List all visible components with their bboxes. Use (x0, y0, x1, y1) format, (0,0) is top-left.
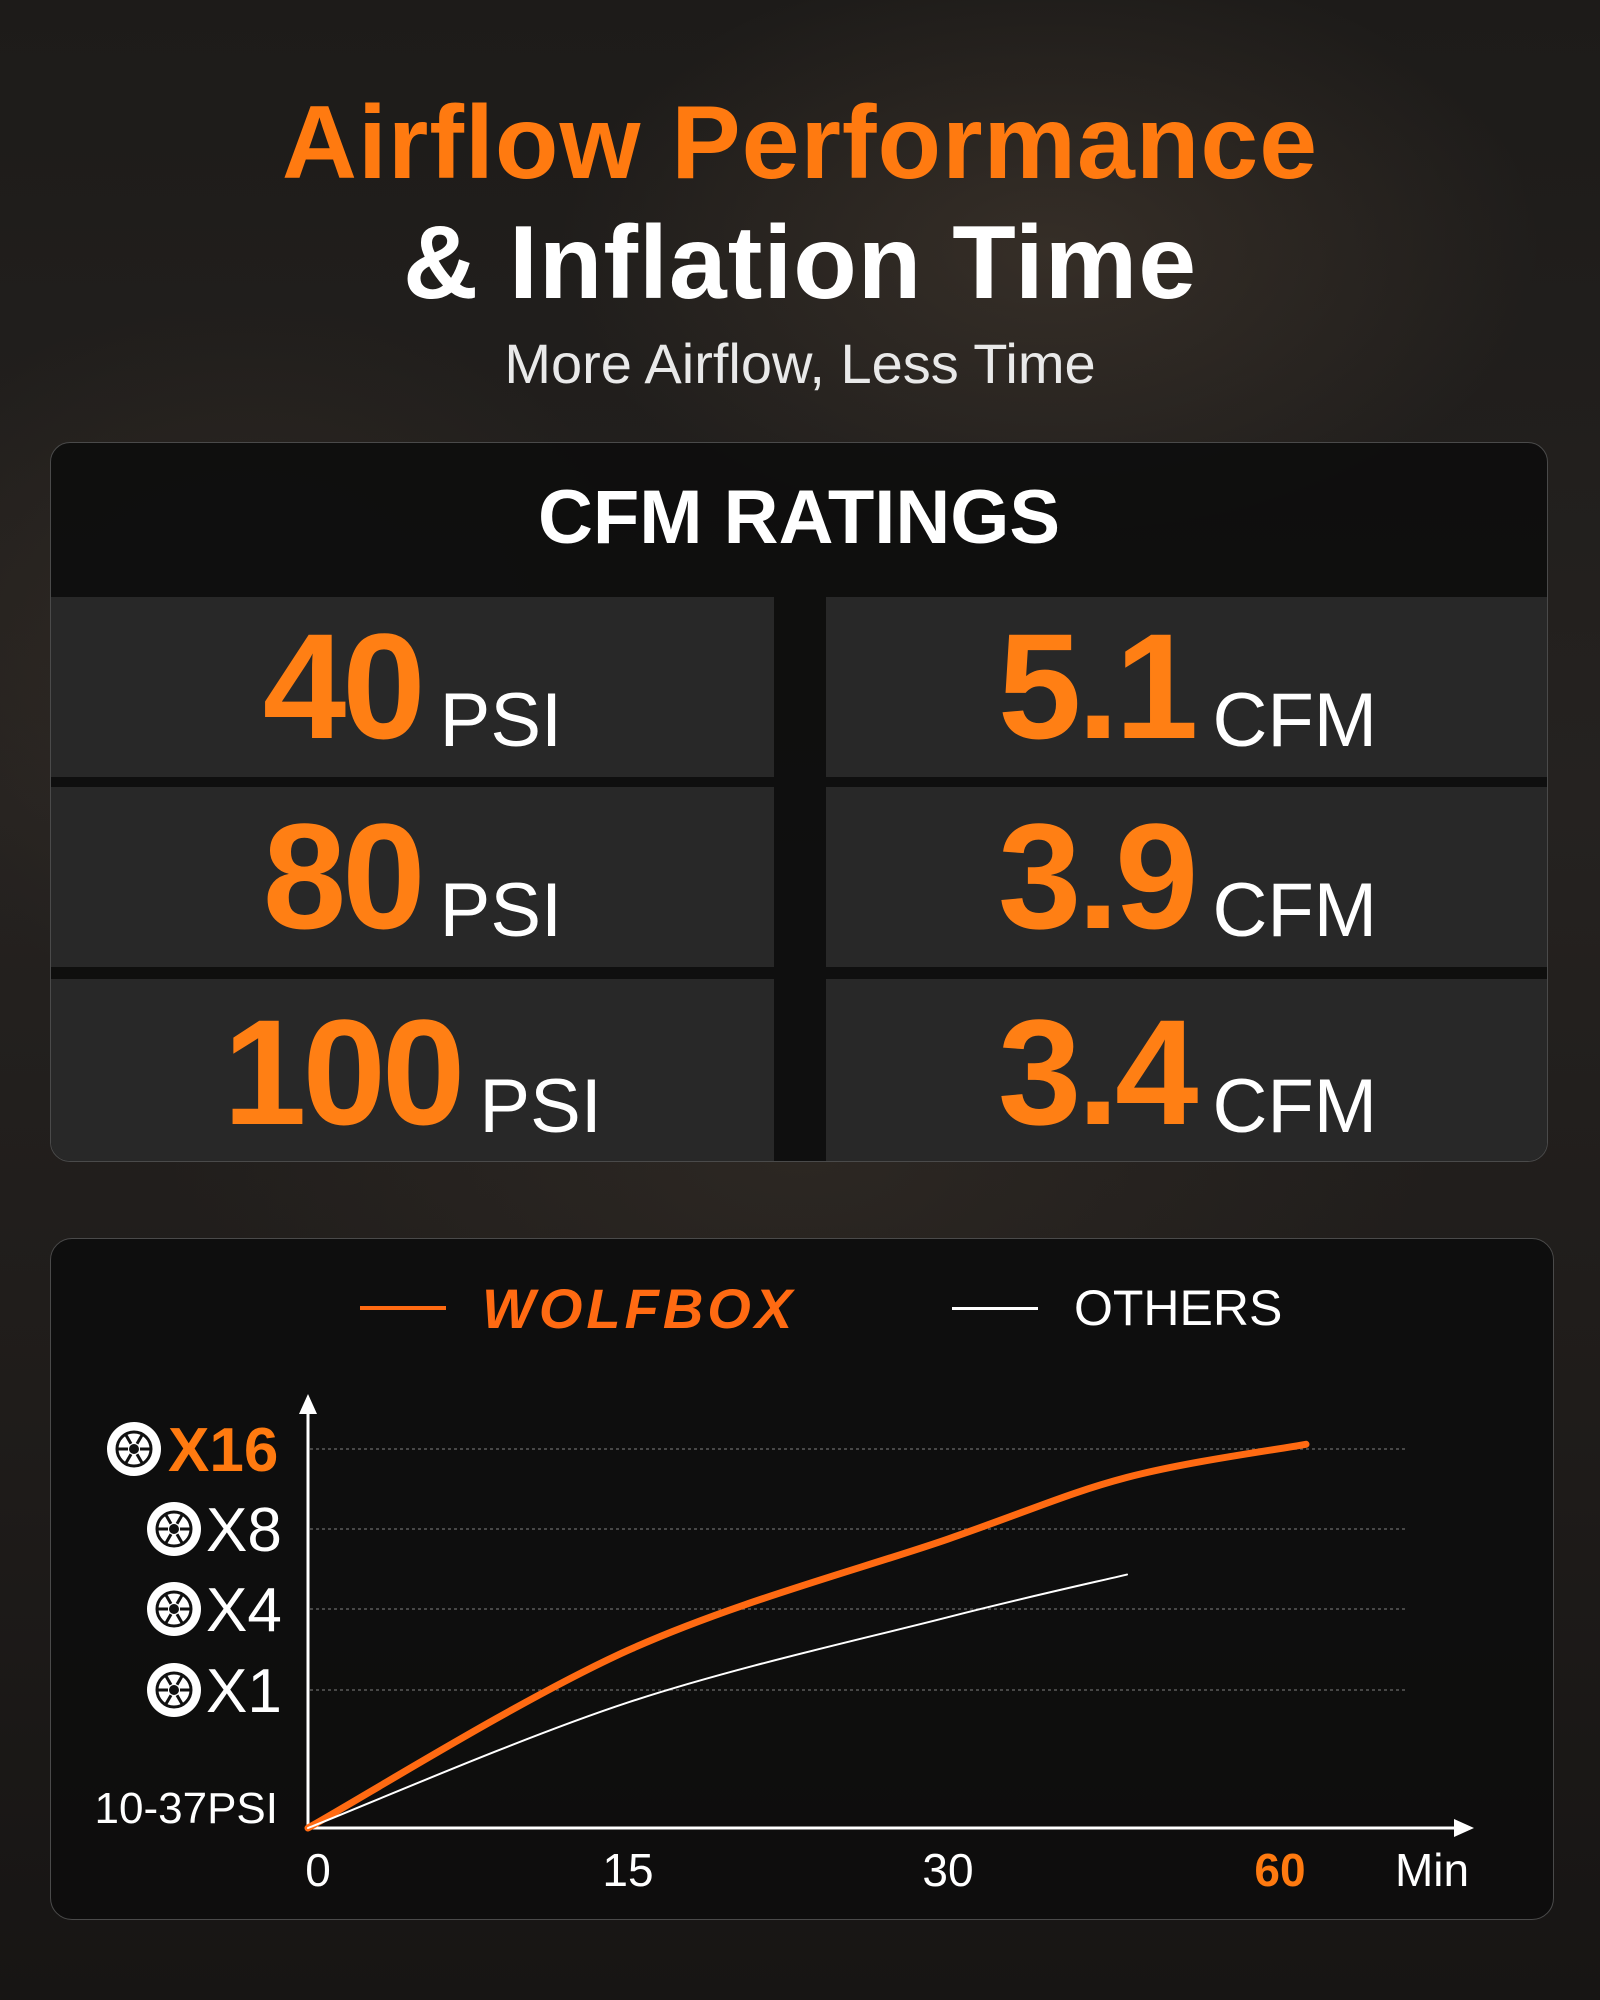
cfm-cell-5-1: 5.1 CFM (826, 597, 1547, 777)
cfm-value: 3.9 (997, 792, 1199, 960)
series-line-others (307, 1573, 1128, 1829)
cfm-unit: CFM (1212, 868, 1378, 953)
cfm-ratings-panel: CFM RATINGS 40 PSI 5.1 CFM 80 PSI 3.9 CF… (50, 442, 1548, 1162)
x-tick-label: 15 (602, 1844, 653, 1896)
tire-icon (147, 1502, 201, 1556)
psi-unit: PSI (439, 868, 563, 953)
cfm-ratings-title: CFM RATINGS (537, 475, 1061, 560)
psi-value: 100 (223, 988, 465, 1156)
tire-icon (147, 1582, 201, 1636)
series-line-wolfbox (304, 1440, 1310, 1832)
y-tick-label: X8 (206, 1496, 282, 1565)
legend-others-swatch (952, 1306, 1038, 1310)
page-subtitle: More Airflow, Less Time (504, 332, 1096, 395)
y-axis-arrow (299, 1394, 317, 1414)
psi-cell-40: 40 PSI (51, 597, 774, 777)
psi-unit: PSI (439, 678, 563, 763)
psi-cell-80: 80 PSI (51, 787, 774, 967)
x-tick-label: 0 (305, 1844, 331, 1896)
tire-icon (107, 1422, 161, 1476)
page-title-line1: Airflow Performance (281, 85, 1319, 201)
legend-others-label: OTHERS (1074, 1280, 1283, 1336)
y-tick-label: X16 (168, 1416, 278, 1485)
x-axis-arrow (1454, 1819, 1474, 1837)
legend-wolfbox-swatch (360, 1306, 446, 1310)
cfm-value: 5.1 (997, 602, 1199, 770)
page-title-line2: & Inflation Time (402, 205, 1198, 321)
legend-wolfbox-label: WOLFBOX (482, 1276, 797, 1340)
x-tick-label: 60 (1254, 1844, 1305, 1896)
y-tick-label: X4 (206, 1576, 282, 1645)
cfm-value: 3.4 (997, 988, 1199, 1156)
tire-icon (147, 1663, 201, 1717)
cfm-unit: CFM (1212, 678, 1378, 763)
inflation-chart-panel (50, 1238, 1554, 1920)
psi-value: 40 (262, 602, 426, 770)
psi-unit: PSI (479, 1064, 602, 1149)
y-tick-label: X1 (206, 1657, 282, 1726)
psi-cell-100: 100 PSI (51, 979, 774, 1161)
legend-others: OTHERS (952, 1278, 1282, 1338)
y-tick-label: 10-37PSI (95, 1784, 278, 1833)
cfm-unit: CFM (1212, 1064, 1378, 1149)
cfm-cell-3-9: 3.9 CFM (826, 787, 1547, 967)
legend-wolfbox: WOLFBOX (360, 1276, 797, 1340)
psi-value: 80 (262, 792, 426, 960)
cfm-cell-3-4: 3.4 CFM (826, 979, 1547, 1161)
x-tick-label: 30 (922, 1844, 973, 1896)
x-axis-label: Min (1395, 1844, 1469, 1896)
